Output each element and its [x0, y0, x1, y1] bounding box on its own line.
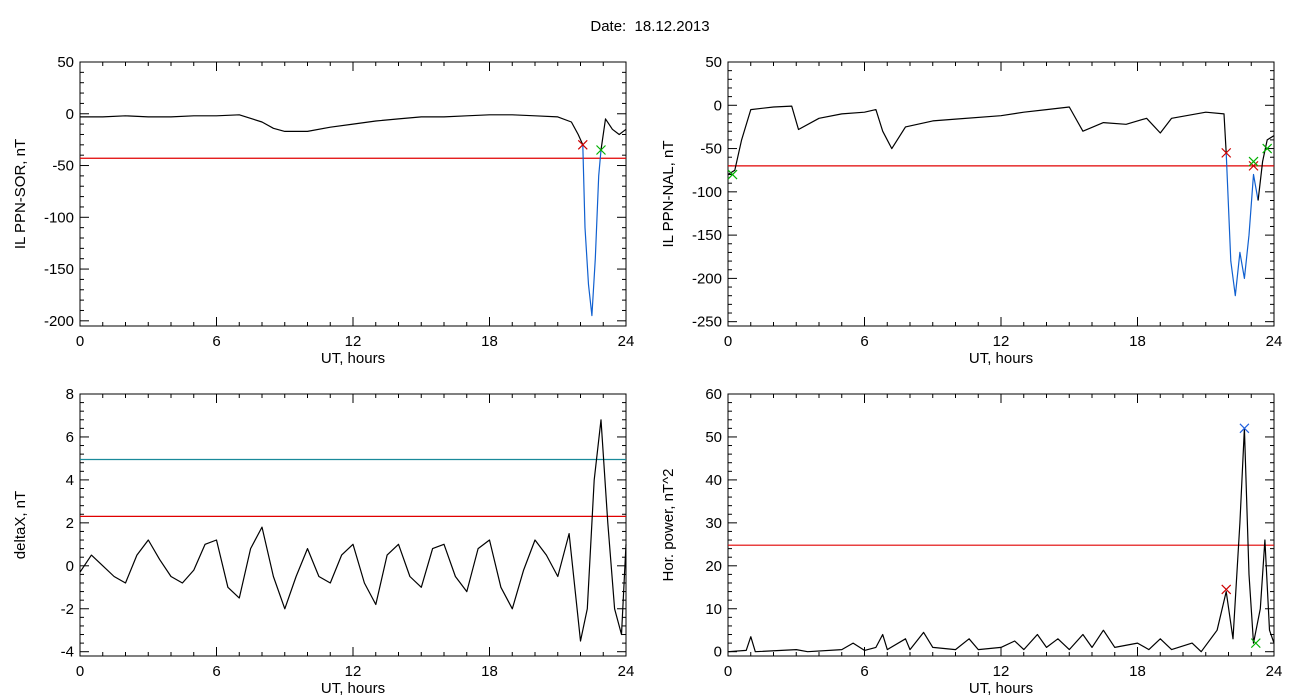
x-tick-label: 6 — [212, 333, 220, 350]
y-tick-label: 20 — [705, 558, 722, 575]
x-tick-label: 6 — [860, 333, 868, 350]
y-tick-label: -50 — [52, 158, 74, 175]
x-tick-label: 0 — [76, 663, 84, 680]
x-tick-label: 0 — [724, 333, 732, 350]
x-axis-label: UT, hours — [969, 680, 1033, 697]
data-line — [600, 118, 627, 151]
y-tick-label: -100 — [44, 209, 74, 226]
x-marker — [1221, 147, 1232, 158]
y-tick-label: 0 — [66, 106, 74, 123]
y-tick-label: 0 — [66, 558, 74, 575]
panel-deltax: 0 6 12 18 24 8 6 4 2 0 -2 -4 UT, hours deltaX, nT — [12, 386, 634, 697]
y-tick-label: 2 — [66, 515, 74, 532]
x-tick-label: 24 — [618, 333, 635, 350]
y-axis-label: IL PPN-SOR, nT — [12, 139, 29, 249]
x-tick-label: 0 — [724, 663, 732, 680]
y-tick-label: 6 — [66, 429, 74, 446]
y-tick-label: 4 — [66, 472, 74, 489]
y-tick-label: 0 — [714, 644, 722, 661]
x-tick-label: 18 — [1129, 663, 1146, 680]
y-tick-label: 30 — [705, 515, 722, 532]
x-marker — [1221, 584, 1232, 595]
x-marker — [1262, 143, 1273, 154]
x-tick-label: 12 — [993, 333, 1010, 350]
y-tick-label: -150 — [692, 227, 722, 244]
page-title: Date: 18.12.2013 — [590, 18, 710, 35]
x-tick-label: 18 — [481, 333, 498, 350]
y-tick-label: 50 — [57, 54, 74, 71]
y-axis-label: IL PPN-NAL, nT — [660, 141, 677, 248]
x-axis-label: UT, hours — [321, 350, 385, 367]
x-axis-label: UT, hours — [321, 680, 385, 697]
data-line — [79, 419, 627, 642]
x-tick-label: 6 — [860, 663, 868, 680]
panel-il-ppn-nal: 0 6 12 18 24 50 0 -50 -100 -150 -200 -250 UT, hours I… — [660, 54, 1282, 367]
x-marker — [596, 145, 606, 155]
y-tick-label: 10 — [705, 601, 722, 618]
x-tick-label: 24 — [1266, 663, 1283, 680]
x-axis-label: UT, hours — [969, 350, 1033, 367]
x-marker — [577, 139, 588, 150]
data-line — [1225, 152, 1259, 297]
plot-frame — [79, 61, 627, 327]
x-marker — [1248, 156, 1259, 167]
x-marker — [1250, 638, 1261, 649]
y-tick-label: -50 — [700, 141, 722, 158]
y-tick-label: 60 — [705, 386, 722, 403]
y-tick-label: 50 — [705, 429, 722, 446]
x-tick-label: 12 — [345, 663, 362, 680]
x-marker — [727, 169, 738, 180]
x-marker — [1248, 160, 1259, 171]
y-tick-label: 40 — [705, 472, 722, 489]
x-tick-label: 24 — [618, 663, 635, 680]
x-tick-label: 18 — [481, 663, 498, 680]
panel-hor-power: 0 6 12 18 24 60 50 40 30 20 10 0 UT, hours Hor. power… — [660, 386, 1282, 697]
data-line — [80, 114, 584, 146]
panel-il-ppn-sor: 0 6 12 18 24 50 0 -50 -100 -150 -200 UT, hours IL PP… — [12, 54, 634, 367]
y-tick-label: -100 — [692, 184, 722, 201]
y-tick-label: -200 — [44, 313, 74, 330]
x-tick-label: 0 — [76, 333, 84, 350]
x-tick-label: 24 — [1266, 333, 1283, 350]
y-tick-label: -250 — [692, 314, 722, 331]
data-line — [727, 105, 1227, 176]
data-line — [582, 144, 602, 317]
x-marker — [1239, 423, 1250, 434]
y-axis-label: Hor. power, nT^2 — [660, 469, 677, 582]
plot-frame — [727, 61, 1275, 327]
x-tick-label: 12 — [993, 663, 1010, 680]
y-tick-label: -200 — [692, 270, 722, 287]
x-tick-label: 18 — [1129, 333, 1146, 350]
x-tick-label: 6 — [212, 663, 220, 680]
plot-frame — [727, 393, 1275, 657]
x-tick-label: 12 — [345, 333, 362, 350]
y-tick-label: 0 — [714, 97, 722, 114]
y-tick-label: -2 — [61, 601, 74, 618]
data-line — [1257, 135, 1275, 201]
y-axis-label: deltaX, nT — [12, 491, 29, 559]
y-tick-label: 50 — [705, 54, 722, 71]
y-tick-label: -4 — [61, 644, 74, 661]
plot-frame — [79, 393, 627, 657]
data-line — [727, 427, 1275, 653]
y-tick-label: 8 — [66, 386, 74, 403]
y-tick-label: -150 — [44, 261, 74, 278]
